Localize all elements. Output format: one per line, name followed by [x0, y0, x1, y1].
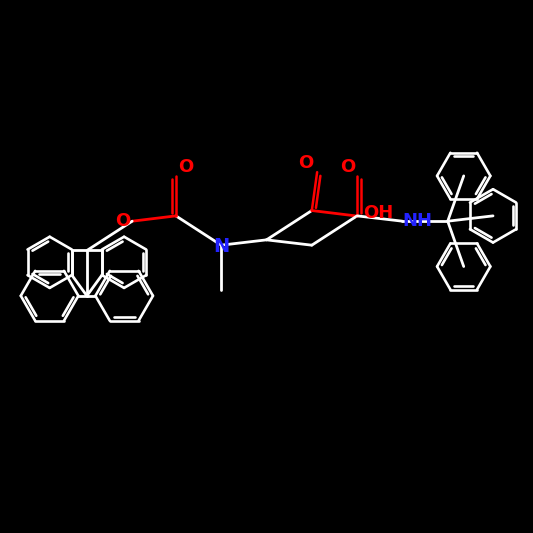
Text: O: O [178, 158, 193, 176]
Text: O: O [298, 154, 313, 172]
Text: NH: NH [402, 212, 432, 230]
Text: O: O [116, 212, 131, 230]
Text: OH: OH [363, 204, 393, 222]
Text: N: N [213, 237, 229, 256]
Text: O: O [340, 158, 355, 176]
